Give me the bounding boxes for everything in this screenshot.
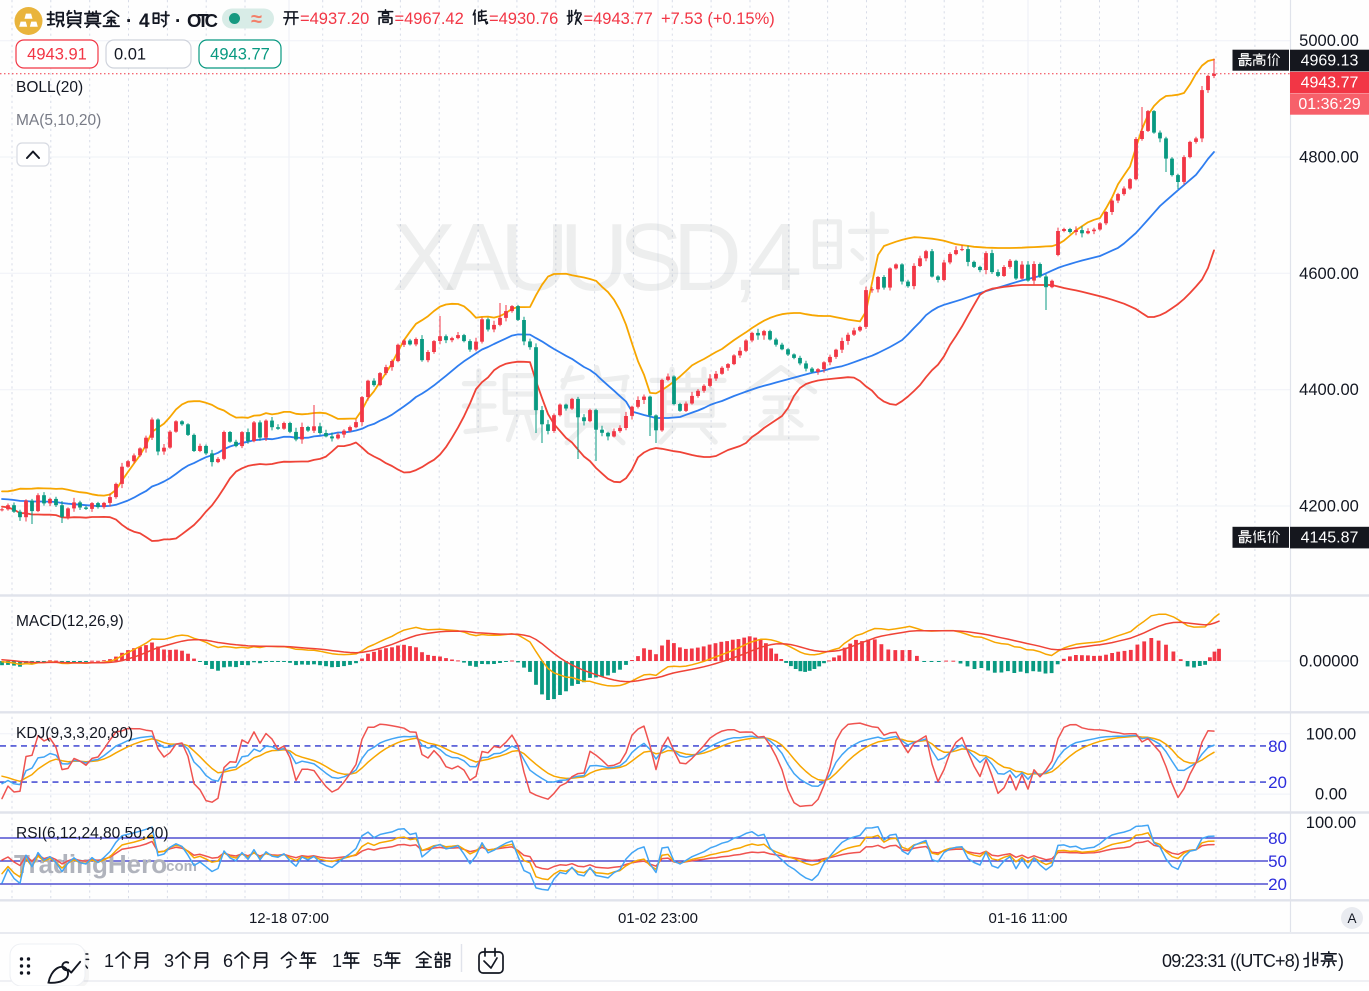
svg-text:01-16 11:00: 01-16 11:00 — [989, 910, 1068, 927]
svg-text:20: 20 — [1268, 773, 1287, 792]
svg-text:.com: .com — [162, 858, 197, 875]
svg-text:OTC: OTC — [187, 10, 218, 31]
svg-text:4943.77: 4943.77 — [210, 46, 270, 64]
svg-text:4969.13: 4969.13 — [1301, 53, 1359, 70]
svg-text:09:23:31 ((UTC+8): 09:23:31 ((UTC+8) — [1162, 951, 1300, 971]
svg-text:0.00000: 0.00000 — [1299, 653, 1359, 671]
svg-text:4943.91: 4943.91 — [27, 46, 87, 64]
svg-text:100.00: 100.00 — [1306, 814, 1356, 832]
svg-text:5000.00: 5000.00 — [1299, 32, 1359, 50]
svg-text:): ) — [1338, 951, 1344, 971]
svg-text:4: 4 — [139, 11, 150, 32]
svg-text:·: · — [126, 11, 132, 32]
svg-text:XAUUSD,4: XAUUSD,4 — [392, 204, 802, 311]
svg-text:=4930.76: =4930.76 — [489, 10, 558, 28]
svg-text:01-02 23:00: 01-02 23:00 — [618, 910, 698, 927]
svg-text:A: A — [1347, 911, 1356, 926]
svg-text:BOLL(20): BOLL(20) — [16, 79, 83, 96]
svg-text:50: 50 — [1268, 852, 1287, 871]
svg-text:·: · — [175, 11, 181, 32]
svg-text:12-18 07:00: 12-18 07:00 — [249, 910, 329, 927]
svg-text:=4967.42: =4967.42 — [395, 10, 464, 28]
svg-text:0.01: 0.01 — [114, 46, 146, 64]
svg-text:01:36:29: 01:36:29 — [1298, 96, 1360, 113]
svg-text:=4937.20: =4937.20 — [300, 10, 369, 28]
svg-text:+7.53 (+0.15%): +7.53 (+0.15%) — [661, 10, 775, 28]
svg-text:4200.00: 4200.00 — [1299, 498, 1359, 516]
svg-text:5: 5 — [373, 951, 383, 971]
svg-text:MA(5,10,20): MA(5,10,20) — [16, 112, 101, 129]
svg-text:RSI(6,12,24,80,50,20): RSI(6,12,24,80,50,20) — [16, 825, 169, 842]
svg-text:MACD(12,26,9): MACD(12,26,9) — [16, 613, 124, 630]
svg-text:1: 1 — [332, 951, 342, 971]
svg-text:0.00: 0.00 — [1315, 786, 1347, 804]
svg-text:KDJ(9,3,3,20,80): KDJ(9,3,3,20,80) — [16, 725, 133, 742]
svg-text:80: 80 — [1268, 829, 1287, 848]
svg-text:4943.77: 4943.77 — [1301, 74, 1359, 91]
svg-text:6: 6 — [223, 951, 233, 971]
svg-text:4600.00: 4600.00 — [1299, 265, 1359, 283]
svg-text:100.00: 100.00 — [1306, 725, 1356, 743]
svg-text:4800.00: 4800.00 — [1299, 149, 1359, 167]
svg-text:3: 3 — [164, 951, 174, 971]
svg-text:80: 80 — [1268, 737, 1287, 756]
svg-text:1: 1 — [104, 951, 114, 971]
svg-text:20: 20 — [1268, 875, 1287, 894]
svg-text:4400.00: 4400.00 — [1299, 381, 1359, 399]
svg-text:4145.87: 4145.87 — [1301, 530, 1359, 547]
svg-text:≈: ≈ — [251, 9, 262, 31]
svg-text:=4943.77: =4943.77 — [584, 10, 653, 28]
